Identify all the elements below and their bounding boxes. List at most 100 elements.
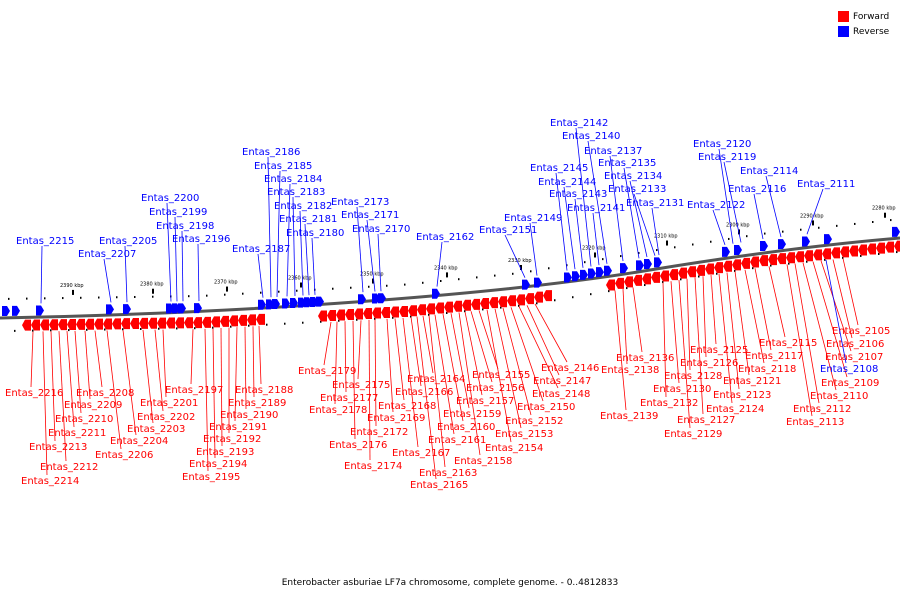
- forward-gene-arrow: [696, 264, 705, 276]
- scale-tick-mark: [812, 220, 814, 226]
- reverse-gene-leader: [575, 127, 592, 267]
- reverse-gene-leader: [311, 237, 316, 295]
- reverse-gene-leader: [563, 186, 576, 270]
- forward-gene-arrow: [220, 315, 229, 327]
- forward-gene-arrow: [49, 319, 58, 331]
- minor-tick: [860, 254, 862, 257]
- scale-tick-mark: [72, 289, 74, 295]
- minor-tick: [140, 327, 142, 330]
- minor-tick: [296, 289, 298, 292]
- forward-gene-leader: [632, 287, 643, 353]
- forward-gene-leader: [622, 289, 628, 365]
- forward-gene-arrow: [112, 318, 121, 330]
- reverse-gene-label: Entas_2205: [99, 236, 157, 247]
- minor-tick: [662, 281, 664, 284]
- forward-gene-label: Entas_2197: [165, 385, 223, 396]
- reverse-gene-label: Entas_2122: [687, 200, 745, 211]
- forward-gene-leader: [258, 325, 262, 385]
- forward-gene-arrow: [175, 317, 184, 329]
- forward-gene-label: Entas_2115: [759, 338, 817, 349]
- reverse-gene-leader: [103, 258, 112, 303]
- forward-gene-label: Entas_2175: [332, 380, 390, 391]
- reverse-gene-label: Entas_2170: [352, 224, 410, 235]
- scale-tick-mark: [666, 240, 668, 246]
- minor-tick: [248, 324, 250, 327]
- forward-swatch: [838, 11, 849, 22]
- forward-gene-leader: [686, 278, 691, 371]
- minor-tick: [716, 272, 718, 275]
- forward-gene-label: Entas_2176: [329, 440, 387, 451]
- forward-gene-arrow: [202, 316, 211, 328]
- forward-gene-leader: [84, 330, 91, 400]
- scale-tick-label: 2380 kbp: [140, 282, 164, 288]
- forward-gene-arrow: [534, 291, 543, 303]
- forward-gene-arrow: [453, 300, 462, 312]
- reverse-gene-arrows: [2, 226, 900, 316]
- forward-gene-label: Entas_2204: [110, 436, 168, 447]
- minor-tick: [8, 297, 10, 300]
- minor-tick: [410, 315, 412, 318]
- reverse-gene-leader: [555, 172, 568, 271]
- minor-tick: [368, 285, 370, 288]
- forward-gene-label: Entas_2147: [533, 376, 591, 387]
- forward-gene-arrow: [804, 250, 813, 262]
- forward-gene-leader: [694, 277, 704, 415]
- minor-tick: [320, 320, 322, 323]
- forward-gene-arrow: [417, 304, 426, 316]
- reverse-gene-leader: [304, 223, 310, 296]
- forward-gene-leader: [718, 273, 733, 404]
- forward-gene-leader: [802, 262, 837, 391]
- forward-gene-leader: [710, 275, 717, 345]
- forward-gene-leader: [344, 321, 347, 393]
- reverse-gene-label: Entas_2137: [584, 146, 642, 157]
- minor-tick: [806, 260, 808, 263]
- forward-gene-arrow: [867, 243, 876, 255]
- forward-gene-leader: [422, 315, 434, 374]
- forward-gene-label: Entas_2109: [821, 378, 879, 389]
- reverse-gene-arrow: [282, 298, 290, 309]
- forward-gene-leader: [678, 279, 691, 429]
- reverse-gene-label: Entas_2134: [604, 171, 662, 182]
- forward-gene-leader: [162, 329, 167, 398]
- forward-gene-label: Entas_2157: [456, 396, 514, 407]
- forward-gene-leader: [66, 331, 75, 428]
- reverse-gene-label: Entas_2180: [286, 228, 344, 239]
- forward-gene-leader: [323, 321, 332, 366]
- minor-tick: [422, 281, 424, 284]
- forward-gene-leader: [74, 330, 82, 414]
- forward-gene-leader: [832, 259, 853, 339]
- forward-gene-arrow: [822, 248, 831, 260]
- reverse-gene-label: Entas_2135: [598, 158, 656, 169]
- forward-gene-leader: [502, 307, 532, 416]
- minor-tick: [752, 267, 754, 270]
- forward-gene-leader: [142, 329, 154, 424]
- reverse-gene-label: Entas_2140: [562, 131, 620, 142]
- forward-gene-arrow: [480, 298, 489, 309]
- forward-gene-label: Entas_2156: [466, 383, 524, 394]
- minor-tick: [512, 272, 514, 275]
- reverse-gene-arrow: [194, 303, 202, 314]
- scale-tick-mark: [520, 265, 522, 270]
- forward-gene-arrow: [390, 306, 399, 318]
- forward-gene-arrow: [327, 310, 336, 322]
- forward-gene-leader: [434, 314, 455, 435]
- minor-tick: [842, 256, 844, 259]
- minor-tick: [602, 258, 604, 261]
- forward-gene-arrow: [606, 279, 615, 291]
- reverse-gene-leader: [356, 206, 364, 293]
- reverse-gene-leader: [574, 198, 584, 268]
- reverse-gene-leader: [257, 253, 264, 298]
- minor-tick: [572, 296, 574, 299]
- reverse-gene-label: Entas_2184: [264, 174, 322, 185]
- forward-gene-label: Entas_2139: [600, 411, 658, 422]
- forward-gene-leader: [357, 320, 362, 380]
- forward-gene-arrow: [516, 294, 525, 306]
- reverse-gene-arrow: [378, 293, 386, 304]
- minor-tick: [338, 319, 340, 322]
- forward-gene-leader: [768, 266, 786, 338]
- reverse-gene-label: Entas_2162: [416, 232, 474, 243]
- forward-gene-arrow: [372, 307, 381, 319]
- reverse-gene-label: Entas_2120: [693, 139, 751, 150]
- minor-tick: [590, 293, 592, 296]
- forward-gene-label: Entas_2189: [228, 398, 286, 409]
